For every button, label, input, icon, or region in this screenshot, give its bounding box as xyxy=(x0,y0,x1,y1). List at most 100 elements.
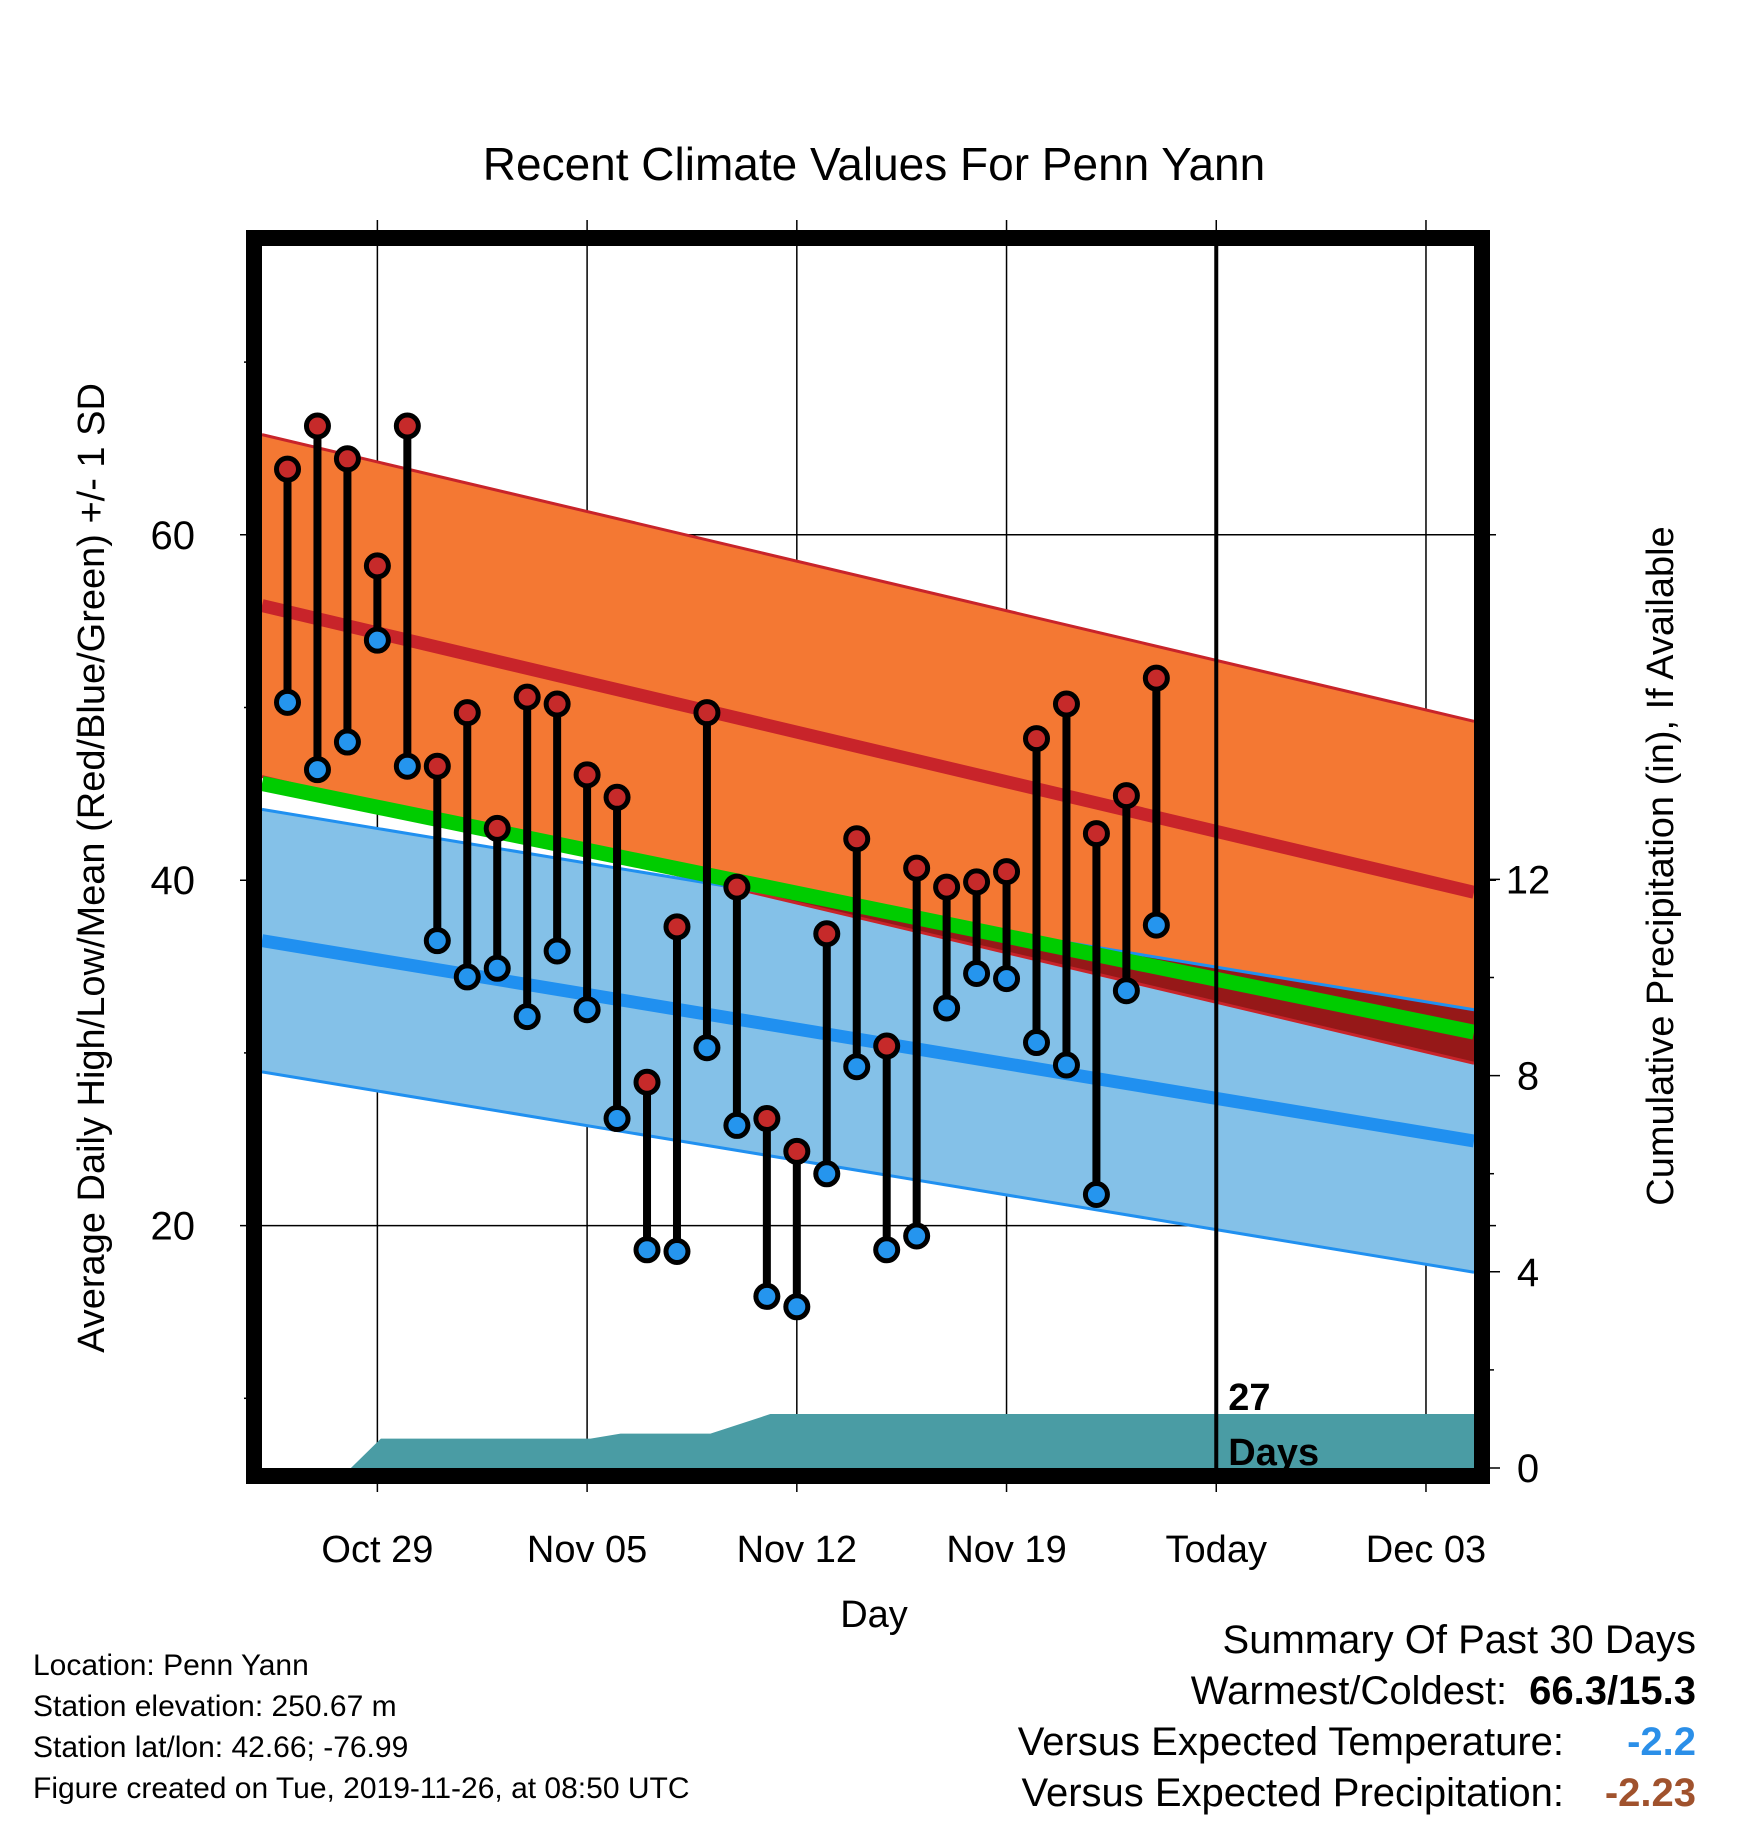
chart-text: Recent Climate Values For Penn Yann Day … xyxy=(71,138,1682,1636)
summary-precip-row: Versus Expected Precipitation: -2.23 xyxy=(796,1768,1696,1819)
summary-panel: Summary Of Past 30 Days Warmest/Coldest:… xyxy=(796,1615,1696,1819)
y-tick-label: 20 xyxy=(151,1205,196,1249)
y-tick-label: 40 xyxy=(151,859,196,903)
daily-low-point xyxy=(633,1236,661,1264)
daily-low-point xyxy=(663,1238,691,1266)
warmest-value: 66.3/15.3 xyxy=(1529,1669,1696,1713)
daily-high-point xyxy=(1112,782,1140,810)
temp-label: Versus Expected Temperature: xyxy=(1017,1720,1564,1764)
daily-low-point xyxy=(933,994,961,1022)
daily-high-point xyxy=(933,873,961,901)
daily-low-point xyxy=(1142,911,1170,939)
daily-high-point xyxy=(963,868,991,896)
x-tick-label: Dec 03 xyxy=(1366,1529,1486,1571)
daily-high-point xyxy=(303,412,331,440)
daily-high-point xyxy=(783,1137,811,1165)
daily-high-point xyxy=(813,920,841,948)
daily-high-point xyxy=(333,445,361,473)
summary-warmest-row: Warmest/Coldest: 66.3/15.3 xyxy=(796,1666,1696,1717)
x-tick-label: Nov 19 xyxy=(946,1529,1066,1571)
daily-high-point xyxy=(663,913,691,941)
daily-high-point xyxy=(423,752,451,780)
y2-tick-label: 8 xyxy=(1517,1055,1539,1099)
daily-low-point xyxy=(993,965,1021,993)
daily-low-point xyxy=(963,959,991,987)
daily-high-point xyxy=(603,783,631,811)
high-upper-sd-line xyxy=(261,433,1475,723)
x-tick-label: Nov 05 xyxy=(527,1529,647,1571)
daily-low-point xyxy=(1023,1029,1050,1057)
daily-high-point xyxy=(993,858,1021,886)
daily-low-point xyxy=(753,1282,781,1310)
daily-high-point xyxy=(693,699,721,727)
y-tick-label: 60 xyxy=(151,514,196,558)
y2-axis-label: Cumulative Precipitation (in), If Availa… xyxy=(1640,526,1682,1205)
daily-high-point xyxy=(753,1105,781,1133)
daily-low-point xyxy=(513,1003,541,1031)
today-days-label: 27 xyxy=(1228,1377,1270,1419)
plot-border xyxy=(246,230,1490,1484)
daily-low-point xyxy=(363,626,391,654)
station-latlon: Station lat/lon: 42.66; -76.99 xyxy=(33,1731,409,1764)
daily-low-point xyxy=(393,752,421,780)
daily-low-point xyxy=(903,1222,931,1250)
daily-low-point xyxy=(873,1236,901,1264)
y2-tick-label: 12 xyxy=(1506,858,1551,902)
daily-low-point xyxy=(783,1293,811,1321)
daily-high-point xyxy=(873,1032,901,1060)
daily-low-point xyxy=(274,688,301,716)
low-lower-sd-line xyxy=(261,1070,1475,1274)
x-tick-label: Today xyxy=(1166,1529,1267,1571)
daily-high-point xyxy=(393,412,421,440)
station-location: Location: Penn Yann xyxy=(33,1649,309,1682)
daily-low-point xyxy=(303,756,331,784)
figure-created: Figure created on Tue, 2019-11-26, at 08… xyxy=(33,1772,690,1805)
y2-tick-label: 4 xyxy=(1517,1251,1539,1295)
daily-low-point xyxy=(1112,977,1140,1005)
daily-low-point xyxy=(333,728,361,756)
daily-low-point xyxy=(483,954,511,982)
station-elevation: Station elevation: 250.67 m xyxy=(33,1690,397,1723)
daily-low-point xyxy=(1082,1181,1110,1209)
y2-tick-label: 0 xyxy=(1517,1447,1539,1491)
daily-low-point xyxy=(573,996,601,1024)
x-tick-label: Nov 12 xyxy=(737,1529,857,1571)
daily-observations xyxy=(274,412,1170,1321)
daily-low-point xyxy=(723,1111,751,1139)
daily-high-point xyxy=(903,854,931,882)
daily-low-point xyxy=(453,963,481,991)
y-axis-label: Average Daily High/Low/Mean (Red/Blue/Gr… xyxy=(71,383,113,1353)
daily-high-point xyxy=(573,761,601,789)
summary-temp-row: Versus Expected Temperature: -2.2 xyxy=(796,1717,1696,1768)
daily-high-point xyxy=(1082,820,1110,848)
precip-label: Versus Expected Precipitation: xyxy=(1021,1771,1564,1815)
daily-low-point xyxy=(543,937,571,965)
precip-value: -2.23 xyxy=(1604,1771,1696,1815)
daily-low-point xyxy=(843,1053,871,1081)
x-axis-label: Day xyxy=(840,1594,908,1636)
daily-high-point xyxy=(1142,664,1170,692)
daily-low-point xyxy=(1052,1051,1080,1079)
plot-frame xyxy=(246,230,1490,1484)
daily-high-point xyxy=(483,814,511,842)
daily-high-point xyxy=(723,873,751,901)
daily-low-point xyxy=(813,1160,841,1188)
precipitation-area xyxy=(262,1414,1474,1468)
daily-low-point xyxy=(423,927,451,955)
daily-low-point xyxy=(603,1105,631,1133)
daily-low-point xyxy=(693,1034,721,1062)
daily-high-point xyxy=(543,690,571,718)
daily-high-point xyxy=(633,1068,661,1096)
high-normal-line xyxy=(260,599,1476,899)
station-info: Location: Penn Yann Station elevation: 2… xyxy=(33,1645,690,1809)
daily-high-point xyxy=(513,683,541,711)
summary-title: Summary Of Past 30 Days xyxy=(1222,1618,1696,1662)
temp-value: -2.2 xyxy=(1627,1720,1696,1764)
daily-high-point xyxy=(363,552,391,580)
today-days-label: Days xyxy=(1228,1432,1319,1474)
x-tick-label: Oct 29 xyxy=(321,1529,433,1571)
chart-title: Recent Climate Values For Penn Yann xyxy=(483,138,1265,190)
daily-high-point xyxy=(453,699,481,727)
daily-high-point xyxy=(1052,690,1080,718)
